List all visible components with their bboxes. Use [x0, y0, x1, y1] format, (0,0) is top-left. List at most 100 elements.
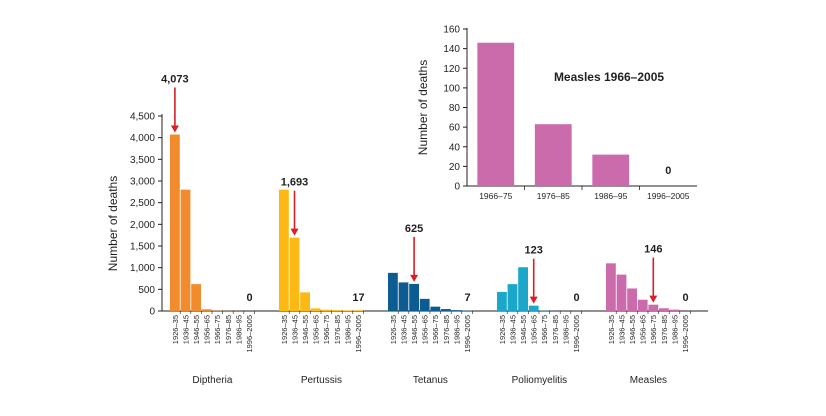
bar [300, 292, 310, 311]
annotation-arrow [649, 257, 658, 303]
bar [430, 306, 441, 311]
annotation-arrow [529, 258, 538, 304]
group-diptheria: 1926–35 1936–45 1946–55 1956–65 1966–75 1976–… [161, 74, 255, 386]
bar [441, 309, 451, 311]
y-tick-label: 4,000 [130, 133, 155, 144]
x-tick-label: 1976–85 [442, 315, 451, 344]
bar [180, 189, 191, 311]
measles-inset-chart: 0 20 40 60 80 100 120 140 160 Number of deaths 196… [416, 25, 697, 201]
bar [669, 309, 680, 311]
x-tick-label: 1966–75 [431, 315, 440, 344]
bar [321, 309, 332, 311]
inset-x-tick-label: 1986–95 [594, 191, 627, 201]
inset-x-tick-label: 1966–75 [479, 191, 512, 201]
arrow-head [170, 125, 179, 133]
x-tick-label: 1996–2005 [463, 315, 472, 353]
bar [409, 283, 419, 311]
x-tick-label: 1996–2005 [354, 315, 363, 353]
x-tick-label: 1976–85 [551, 315, 560, 344]
annotation-arrow [170, 87, 179, 133]
bar [497, 291, 507, 311]
group-label: Poliomyelitis [512, 375, 568, 386]
inset-final-value-label: 0 [665, 165, 671, 177]
x-tick-label: 1946–55 [628, 315, 637, 344]
inset-y-tick-label: 0 [454, 182, 460, 193]
bar [289, 237, 300, 311]
bar [616, 274, 627, 311]
x-tick-label: 1946–55 [519, 315, 528, 344]
x-tick-label: 1956–65 [312, 315, 321, 344]
x-tick-label: 1946–55 [410, 315, 419, 344]
bar [518, 267, 528, 311]
arrow-head [290, 228, 299, 236]
final-value-label: 0 [682, 292, 688, 304]
x-tick-label: 1926–35 [280, 315, 289, 344]
x-tick-label: 1926–35 [498, 315, 507, 344]
bar [279, 189, 289, 311]
x-tick-label: 1926–35 [171, 315, 180, 344]
inset-y-tick-label: 160 [443, 25, 460, 36]
group-pertussis: 1926–35 1936–45 1946–55 1956–65 1966–75 1976–… [279, 177, 365, 386]
inset-y-tick-label: 40 [449, 142, 461, 153]
x-tick-label: 1996–2005 [681, 315, 690, 353]
x-tick-label: 1986–95 [561, 315, 570, 344]
inset-y-tick-label: 140 [443, 44, 460, 55]
x-tick-label: 1926–35 [607, 315, 616, 344]
annotation-label: 4,073 [161, 74, 189, 86]
group-label: Measles [630, 375, 667, 386]
annotation-label: 1,693 [281, 177, 309, 189]
x-tick-label: 1936–45 [617, 315, 626, 344]
y-axis-title: Number of deaths [106, 176, 120, 271]
group-label: Pertussis [301, 375, 342, 386]
inset-bar [592, 154, 630, 186]
group-measles: 1926–35 1936–45 1946–55 1956–65 1966–75 1976–… [606, 244, 691, 386]
bar [606, 263, 616, 311]
x-tick-label: 1936–45 [508, 315, 517, 344]
x-tick-label: 1946–55 [301, 315, 310, 344]
x-tick-label: 1976–85 [224, 315, 233, 344]
arrow-head [529, 296, 538, 304]
y-tick-label: 1,500 [130, 242, 155, 253]
group-label: Diptheria [192, 375, 232, 386]
group-label: Tetanus [413, 375, 448, 386]
bar [637, 299, 648, 311]
group-tetanus: 1926–35 1936–45 1946–55 1956–65 1966–75 1976–… [388, 223, 473, 386]
x-tick-label: 1956–65 [639, 315, 648, 344]
bar [191, 284, 201, 311]
bar [419, 298, 430, 311]
x-tick-label: 1976–85 [660, 315, 669, 344]
x-tick-label: 1986–95 [670, 315, 679, 344]
x-tick-label: 1956–65 [421, 315, 430, 344]
x-tick-label: 1996–2005 [572, 315, 581, 353]
annotation-label: 146 [644, 244, 662, 256]
inset-title: Measles 1966–2005 [554, 70, 664, 84]
annotation-arrow [290, 190, 299, 236]
x-tick-label: 1956–65 [203, 315, 212, 344]
x-tick-label: 1976–85 [333, 315, 342, 344]
inset-y-axis-title: Number of deaths [416, 60, 430, 155]
x-tick-label: 1996–2005 [245, 315, 254, 353]
y-tick-label: 500 [138, 285, 155, 296]
arrow-head [410, 274, 419, 282]
x-tick-label: 1986–95 [452, 315, 461, 344]
x-tick-label: 1966–75 [213, 315, 222, 344]
bar [201, 309, 212, 311]
bar [627, 288, 637, 311]
bar [353, 310, 363, 311]
y-tick-label: 0 [149, 307, 155, 318]
group-poliomyelitis: 1926–35 1936–45 1946–55 1956–65 1966–75 1976–… [497, 245, 582, 386]
final-value-label: 0 [573, 292, 579, 304]
y-tick-label: 2,000 [130, 220, 155, 231]
x-tick-label: 1966–75 [649, 315, 658, 344]
inset-x-tick-label: 1996–2005 [647, 191, 690, 201]
x-tick-label: 1956–65 [530, 315, 539, 344]
y-tick-label: 3,500 [130, 155, 155, 166]
final-value-label: 7 [464, 292, 470, 304]
final-value-label: 17 [352, 292, 364, 304]
x-tick-label: 1966–75 [322, 315, 331, 344]
bar [342, 310, 353, 311]
bar [398, 282, 409, 311]
x-tick-label: 1936–45 [290, 315, 299, 344]
bar [310, 308, 321, 311]
